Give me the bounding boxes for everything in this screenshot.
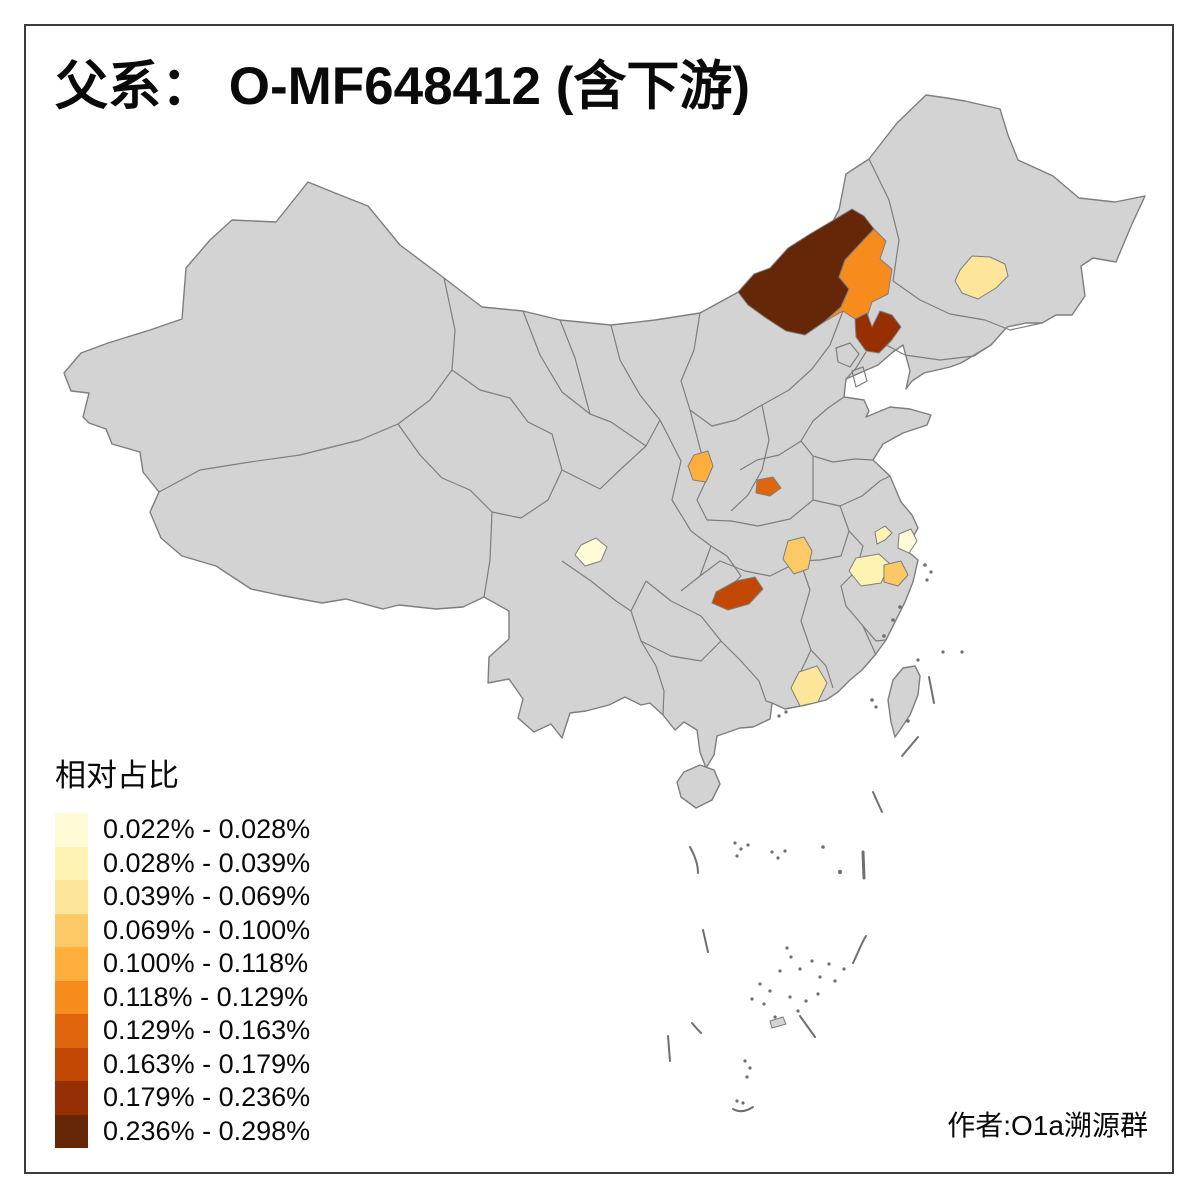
legend-swatch	[55, 1047, 88, 1081]
legend-swatch	[55, 846, 88, 880]
legend-row: 0.039% - 0.069%	[55, 880, 310, 914]
map-region-zhejiang-ne	[883, 560, 909, 587]
author-credit: 作者:O1a溯源群	[947, 1110, 1148, 1141]
map-region-shanghai-adjacent	[897, 528, 918, 554]
map-region-hubei-nw	[782, 536, 813, 575]
legend-row: 0.236% - 0.298%	[55, 1114, 311, 1148]
legend-label: 0.069% - 0.100%	[103, 914, 311, 945]
title-haplogroup: O-MF648412	[228, 57, 556, 116]
legend-rows: 0.022% - 0.028% 0.028% - 0.039% 0.039% -…	[55, 813, 310, 1148]
map-region-heilongjiang	[954, 255, 1009, 300]
legend-label: 0.118% - 0.129%	[103, 981, 309, 1012]
legend-label: 0.236% - 0.298%	[103, 1115, 311, 1146]
map-region-inner-mongolia-east	[823, 228, 893, 323]
hainan-island	[676, 764, 721, 809]
legend-row: 0.163% - 0.179%	[55, 1047, 311, 1081]
highlighted-regions	[574, 208, 1009, 707]
legend-swatch	[55, 1081, 88, 1115]
map-region-sichuan	[574, 537, 608, 567]
legend: 相对占比 0.022% - 0.028% 0.028% - 0.039% 0.0…	[55, 750, 310, 1148]
title-prefix: 父系：	[55, 58, 214, 116]
legend-row: 0.118% - 0.129%	[55, 980, 310, 1014]
map-region-henan	[755, 476, 782, 497]
title-suffix: (含下游)	[555, 57, 751, 116]
legend-swatch	[55, 980, 88, 1014]
legend-label: 0.129% - 0.163%	[103, 1015, 311, 1046]
map-region-chongqing-se	[711, 576, 764, 611]
map-region-liaoning-west	[854, 310, 902, 354]
legend-title: 相对占比	[55, 758, 179, 793]
legend-row: 0.069% - 0.100%	[55, 913, 311, 947]
legend-row: 0.028% - 0.039%	[55, 846, 311, 880]
taiwan-island	[887, 665, 921, 738]
legend-row: 0.022% - 0.028%	[55, 813, 310, 847]
legend-swatch	[55, 1014, 88, 1048]
legend-row: 0.129% - 0.163%	[55, 1014, 310, 1048]
sea-islands-and-dashes	[667, 563, 964, 1113]
legend-swatch	[55, 813, 88, 847]
map-region-guangdong-east	[790, 665, 828, 707]
legend-label: 0.179% - 0.236%	[103, 1082, 311, 1113]
legend-label: 0.039% - 0.069%	[103, 881, 311, 912]
legend-label: 0.028% - 0.039%	[103, 847, 311, 878]
legend-row: 0.100% - 0.118%	[55, 947, 310, 981]
legend-swatch	[55, 880, 88, 914]
legend-label: 0.022% - 0.028%	[103, 814, 311, 845]
legend-swatch	[55, 1114, 88, 1148]
legend-label: 0.163% - 0.179%	[103, 1048, 311, 1079]
legend-swatch	[55, 913, 88, 947]
mainland-outline	[63, 94, 1146, 769]
legend-row: 0.179% - 0.236%	[55, 1081, 310, 1115]
legend-swatch	[55, 947, 88, 981]
map-region-shaanxi	[687, 450, 714, 483]
map-region-zhejiang-north	[848, 553, 891, 587]
page-title: 父系： O-MF648412 (含下游)	[55, 57, 751, 116]
province-borders	[158, 158, 1043, 716]
map-region-jiangsu-south	[874, 525, 893, 545]
legend-label: 0.100% - 0.118%	[103, 948, 309, 979]
